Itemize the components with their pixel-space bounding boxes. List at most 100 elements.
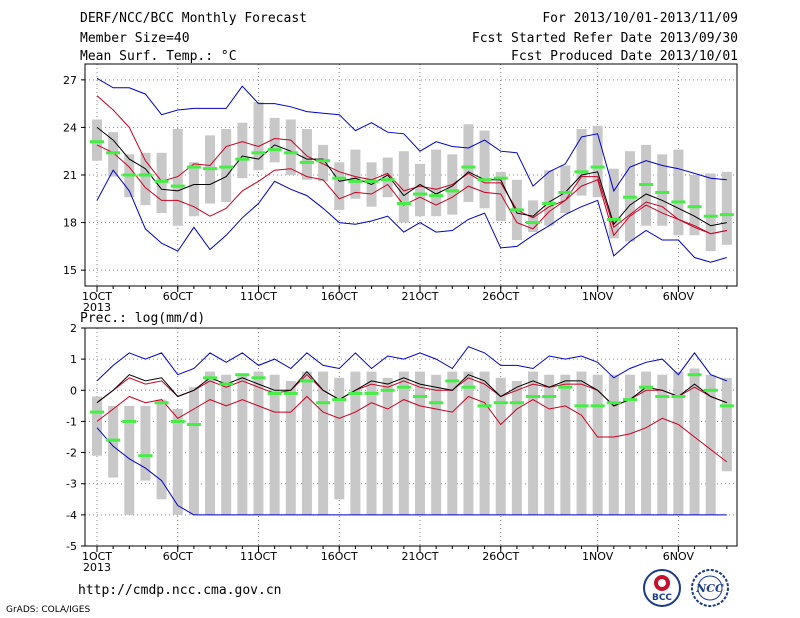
median-marker (639, 385, 654, 389)
x-tick-label: 1OCT (82, 550, 112, 563)
y-tick-label: 0 (70, 384, 77, 397)
median-marker (348, 179, 363, 183)
temperature-variable-label: Mean Surf. Temp.: °C (80, 49, 237, 64)
median-marker (396, 385, 411, 389)
median-marker (429, 401, 444, 405)
median-marker (461, 165, 476, 169)
spread-box (285, 380, 296, 515)
max-line (96, 346, 727, 382)
spread-box (479, 130, 490, 209)
lower-line (96, 395, 728, 463)
x-tick-label: 16OCT (321, 290, 358, 303)
spread-box (463, 124, 474, 202)
median-marker (606, 401, 621, 405)
spread-box (301, 129, 312, 180)
median-marker (186, 165, 201, 169)
max-line (96, 77, 727, 193)
median-marker (170, 184, 185, 188)
spread-box (495, 171, 506, 221)
spread-box (415, 371, 425, 515)
y-tick-label: 24 (63, 121, 77, 134)
spread-box (221, 374, 232, 515)
median-marker (558, 190, 573, 194)
spread-box (657, 374, 668, 515)
spread-box (188, 387, 199, 515)
spread-box (608, 168, 619, 239)
x-tick-label: 11OCT (240, 290, 277, 303)
median-marker (364, 391, 379, 395)
upper-line (96, 95, 727, 235)
x-tick-label: 16OCT (321, 550, 358, 563)
spread-box (657, 154, 668, 226)
y-tick-label: 15 (63, 264, 77, 277)
median-marker (251, 151, 266, 155)
median-marker (154, 179, 169, 183)
spread-box (641, 371, 652, 515)
median-marker (316, 159, 331, 163)
forecast-produced-date-label: Fcst Produced Date 2013/10/01 (511, 49, 738, 64)
median-marker (396, 202, 411, 206)
spread-box (318, 371, 329, 515)
median-marker (106, 151, 121, 155)
median-marker (203, 376, 218, 380)
spread-box (172, 408, 183, 515)
spread-box (366, 371, 377, 515)
median-marker (235, 373, 250, 377)
median-marker (703, 214, 718, 218)
median-marker (461, 385, 476, 389)
median-marker (299, 160, 314, 164)
median-marker (542, 202, 557, 206)
x-tick-label: 6NOV (663, 550, 695, 563)
spread-box (592, 374, 603, 515)
y-tick-label: 1 (70, 353, 77, 366)
spread-box (92, 396, 102, 456)
spread-box (205, 371, 216, 515)
median-marker (622, 398, 637, 402)
spread-box (415, 163, 425, 217)
spread-box (382, 157, 393, 198)
median-marker (186, 423, 201, 427)
median-marker (90, 410, 104, 414)
bcc-logo-text: BCC (652, 593, 672, 603)
mean-line (96, 127, 727, 227)
y-tick-label: 21 (63, 169, 77, 182)
median-marker (703, 388, 718, 392)
plot-frame (84, 327, 738, 547)
median-marker (493, 401, 508, 405)
spread-box (318, 144, 329, 182)
spread-box (269, 117, 280, 163)
plot-frame (84, 63, 738, 287)
spread-box (221, 129, 232, 202)
median-marker (719, 213, 734, 217)
y-tick-label: 27 (63, 74, 77, 87)
min-line (96, 169, 727, 263)
median-marker (542, 395, 557, 399)
median-marker (574, 170, 589, 174)
forecast-start-date-label: Fcst Started Refer Date 2013/09/30 (471, 31, 738, 46)
spread-box (285, 119, 296, 175)
spread-box (108, 132, 119, 177)
spread-box (544, 170, 555, 226)
bcc-logo: BCC (643, 569, 681, 607)
spread-box (382, 377, 393, 515)
spread-box (156, 152, 167, 214)
spread-box (269, 374, 280, 515)
median-marker (219, 165, 234, 169)
median-marker (413, 395, 427, 399)
median-marker (622, 195, 637, 199)
x-tick-label: 11OCT (240, 550, 277, 563)
median-marker (154, 401, 169, 405)
spread-box (576, 371, 587, 515)
spread-box (253, 371, 264, 515)
median-marker (509, 401, 524, 405)
median-marker (235, 157, 250, 161)
spread-box (124, 405, 135, 515)
x-tick-label: 6OCT (163, 290, 193, 303)
median-marker (283, 151, 298, 155)
x-tick-label: 6NOV (663, 290, 695, 303)
lower-line (96, 144, 727, 237)
x-tick-label: 26OCT (482, 550, 519, 563)
spread-box (576, 129, 587, 196)
spread-box (705, 173, 716, 252)
spread-box (172, 129, 183, 226)
